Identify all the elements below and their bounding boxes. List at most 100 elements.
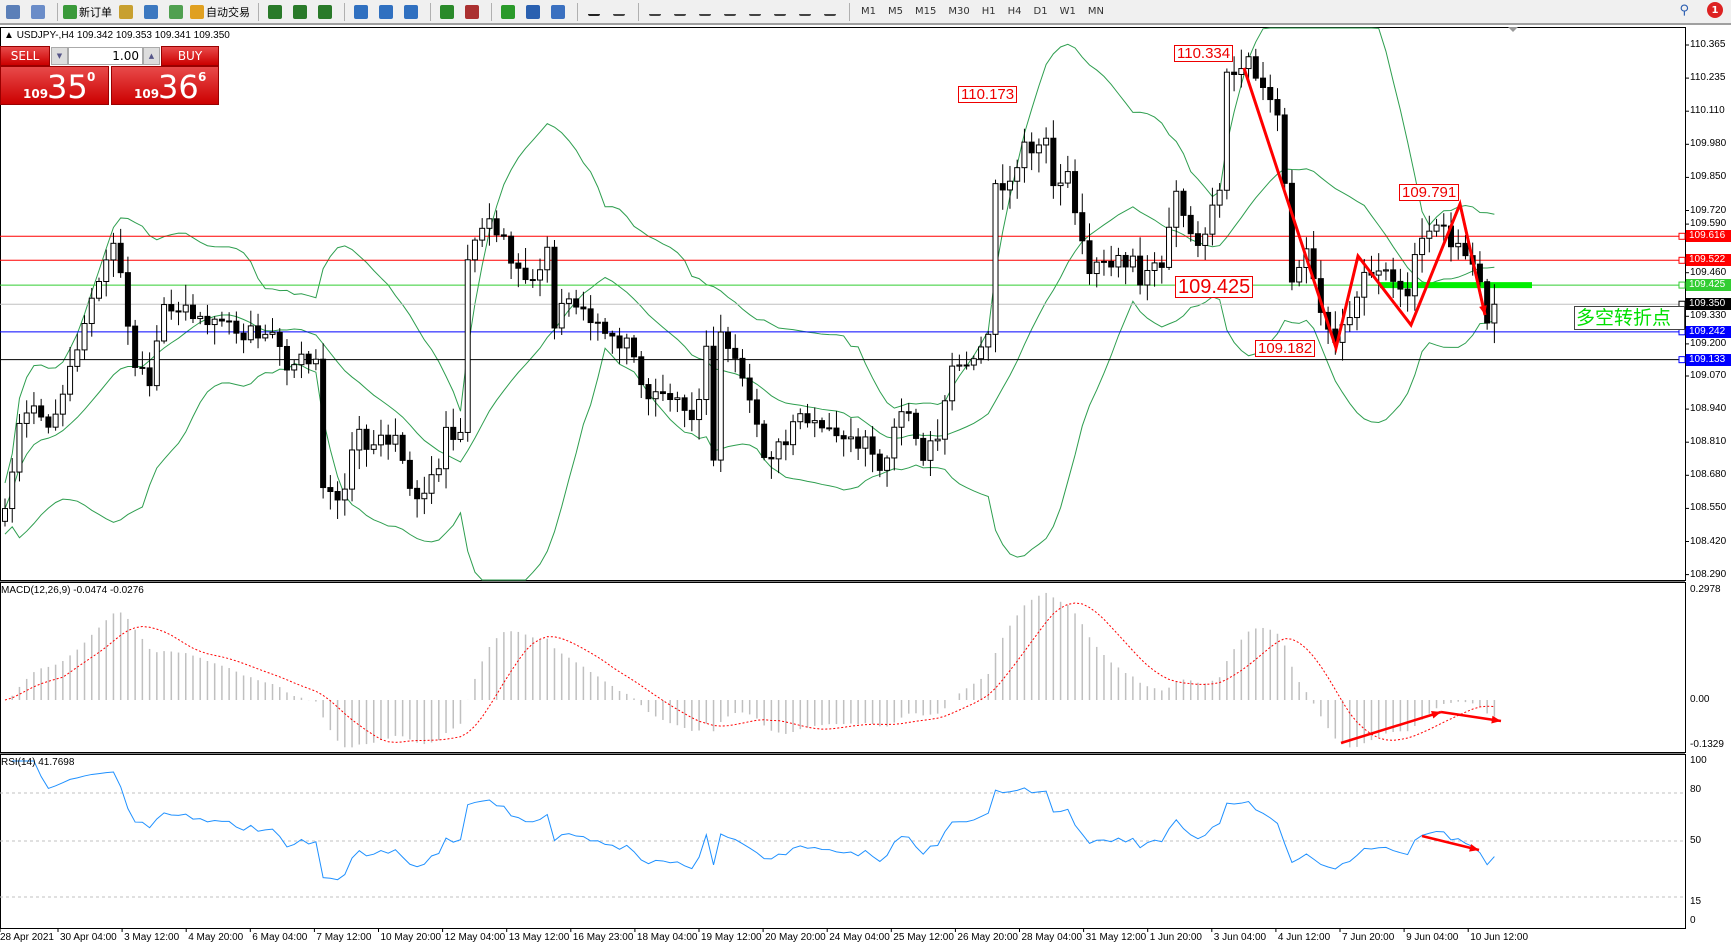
lot-decrease-button[interactable]: ▼	[51, 47, 68, 65]
time-axis-label: 3 Jun 04:00	[1213, 932, 1267, 943]
price-annotation: 109.182	[1255, 340, 1316, 357]
line-chart-icon	[318, 4, 332, 19]
candle-bull	[1093, 261, 1100, 275]
history-icon	[144, 4, 158, 19]
time-axis-label: 9 Jun 04:00	[1406, 932, 1459, 943]
signal-button[interactable]	[165, 1, 187, 22]
candle-chart-button[interactable]	[289, 1, 311, 22]
candle-bear	[1108, 260, 1115, 268]
timeframe-h1[interactable]: H1	[981, 6, 996, 17]
time-axis-label: 19 May 12:00	[701, 932, 762, 943]
candle-bull	[9, 471, 16, 510]
timeframe-mn[interactable]: MN	[1087, 6, 1104, 17]
crosshair-button[interactable]	[608, 1, 630, 22]
periods-button[interactable]	[522, 1, 544, 22]
candle-bull	[269, 331, 276, 335]
indicators-button[interactable]	[497, 1, 519, 22]
toolbar-separator	[258, 2, 259, 21]
price-annotation: 110.334	[1174, 45, 1234, 62]
zoom-out-button[interactable]	[375, 1, 397, 22]
timeframe-m15[interactable]: M15	[915, 6, 937, 17]
candle-bull	[298, 353, 305, 366]
tile-windows-icon	[404, 4, 418, 19]
candle-bull	[594, 321, 601, 324]
rsi-label: RSI(14) 41.7698	[1, 757, 75, 768]
candle-bear	[782, 441, 789, 446]
buy-price[interactable]: 109 36 6	[111, 66, 219, 106]
search-icon[interactable]: ⚲	[1679, 2, 1689, 18]
history-button[interactable]	[140, 1, 162, 22]
line-chart-button[interactable]	[314, 1, 336, 22]
candle-bull	[428, 474, 435, 494]
timeframe-d1[interactable]: D1	[1033, 6, 1048, 17]
trendline-button[interactable]	[694, 1, 716, 22]
timeframe-m5[interactable]: M5	[888, 6, 903, 17]
candle-bear	[1187, 214, 1194, 235]
candle-bull	[392, 434, 399, 445]
candle-bear	[681, 397, 688, 411]
auto-trading-button[interactable]: 自动交易	[190, 1, 250, 22]
tile-windows-button[interactable]	[400, 1, 422, 22]
candle-bull	[1426, 230, 1433, 239]
timeframe-m1[interactable]: M1	[861, 6, 876, 17]
gold-button[interactable]	[115, 1, 137, 22]
sell-button[interactable]: SELL	[0, 46, 50, 66]
new-order-icon	[63, 4, 77, 19]
sell-price[interactable]: 109 35 0	[0, 66, 109, 106]
candle-bull	[262, 333, 269, 339]
lot-increase-button[interactable]: ▲	[143, 47, 160, 65]
candle-bull	[1115, 254, 1122, 268]
chart-shift-button[interactable]	[461, 1, 483, 22]
auto-scroll-icon	[440, 4, 454, 19]
candle-bear	[616, 335, 623, 349]
macd-label: MACD(12,26,9) -0.0474 -0.0276	[1, 585, 144, 596]
candle-bull	[1166, 226, 1173, 268]
time-axis-label: 10 Jun 12:00	[1470, 932, 1529, 943]
candle-bear	[204, 315, 211, 326]
horizontal-line-button[interactable]	[669, 1, 691, 22]
price-line-handle	[1678, 232, 1686, 240]
auto-scroll-button[interactable]	[436, 1, 458, 22]
arrows-button[interactable]	[819, 1, 841, 22]
candle-bear	[768, 456, 775, 460]
lot-size-input[interactable]: 1.00	[68, 47, 143, 65]
candle-bull	[211, 318, 218, 326]
buy-button[interactable]: BUY	[161, 46, 219, 66]
text-button[interactable]	[769, 1, 791, 22]
candle-bull	[471, 239, 478, 261]
candle-bear	[710, 345, 717, 461]
price-arrow	[1458, 203, 1487, 316]
candle-bear	[117, 242, 124, 274]
buy-price-big: 109	[134, 87, 160, 101]
candle-bull	[1021, 141, 1028, 169]
new-order-button[interactable]: 新订单	[63, 1, 112, 22]
candle-bear	[522, 267, 529, 281]
time-axis-label: 10 May 20:00	[380, 932, 442, 943]
cursor-button[interactable]	[583, 1, 605, 22]
time-axis-label: 31 May 12:00	[1085, 932, 1147, 943]
candle-bear	[132, 325, 139, 368]
candle-bear	[1180, 190, 1187, 216]
vertical-line-button[interactable]	[644, 1, 666, 22]
timeframe-m30[interactable]: M30	[948, 6, 970, 17]
notification-badge[interactable]: 1	[1707, 2, 1723, 18]
timeframe-h4[interactable]: H4	[1007, 6, 1022, 17]
equidistant-channel-button[interactable]	[719, 1, 741, 22]
candle-bull	[1216, 189, 1223, 206]
zoom-in-button[interactable]	[350, 1, 372, 22]
bollinger-lower-band	[4, 296, 1495, 581]
price-axis-label: 108.290	[1690, 568, 1727, 580]
timeframe-w1[interactable]: W1	[1059, 6, 1076, 17]
fibonacci-button[interactable]	[744, 1, 766, 22]
zoom-chart-button[interactable]	[27, 1, 49, 22]
bar-chart-button[interactable]	[264, 1, 286, 22]
templates-button[interactable]	[547, 1, 569, 22]
candle-bull	[81, 323, 88, 351]
candle-bull	[443, 426, 450, 470]
candle-bull	[1173, 190, 1180, 228]
text-label-button[interactable]	[794, 1, 816, 22]
candle-bull	[247, 325, 254, 341]
file-button[interactable]	[2, 1, 24, 22]
candle-bull	[1375, 270, 1382, 276]
